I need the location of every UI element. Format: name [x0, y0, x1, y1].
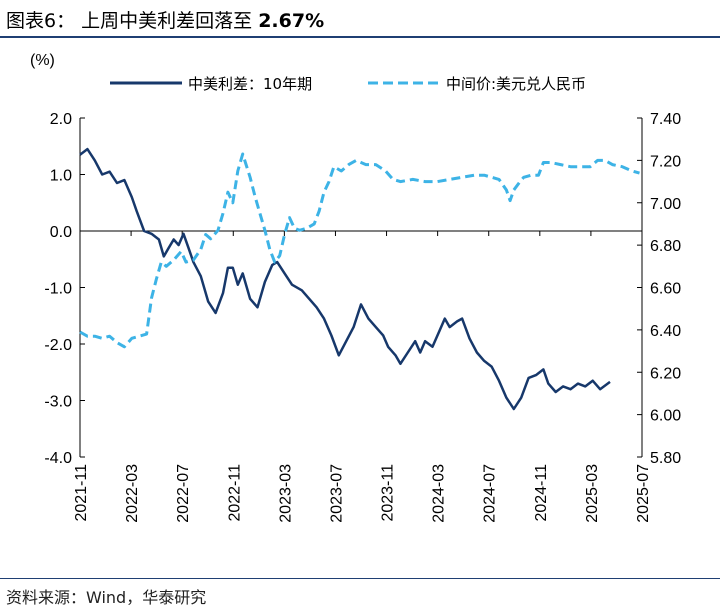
- right-tick-label: 7.00: [650, 196, 681, 213]
- legend-label-2: 中间价:美元兑人民币: [446, 75, 586, 93]
- series-line-2: [79, 152, 640, 349]
- x-tick-label: 2025-03: [584, 464, 601, 523]
- unit-label: (%): [30, 52, 55, 69]
- right-tick-label: 7.20: [650, 153, 681, 170]
- x-tick-label: 2023-11: [380, 464, 397, 522]
- axes: 2.0 1.0 0.0 -1.0 -2.0 -3.0 -4.0 7.40 7.20 7.00 6.8…: [44, 111, 681, 523]
- figure-title-main: 上周中美利差回落至: [81, 10, 253, 32]
- x-tick-label: 2024-03: [431, 464, 448, 523]
- left-tick-label: -3.0: [44, 394, 72, 411]
- left-tick-label: 0.0: [50, 224, 72, 241]
- x-tick-label: 2025-07: [635, 464, 652, 523]
- legend-label-1: 中美利差：10年期: [188, 75, 312, 93]
- right-tick-label: 6.80: [650, 238, 681, 255]
- right-tick-label: 6.00: [650, 408, 681, 425]
- right-tick-label: 5.80: [650, 450, 681, 467]
- source-note: 资料来源：Wind，华泰研究: [6, 588, 207, 607]
- x-tick-label: 2024-11: [533, 464, 550, 522]
- x-tick-label: 2022-03: [124, 464, 141, 523]
- x-tick-label: 2021-11: [73, 464, 90, 522]
- figure-title-value: 2.67%: [258, 10, 325, 32]
- x-tick-label: 2023-03: [277, 464, 294, 523]
- right-tick-label: 7.40: [650, 111, 681, 128]
- x-tick-label: 2022-07: [175, 464, 192, 523]
- series-line-1: [79, 147, 611, 411]
- right-tick-label: 6.60: [650, 281, 681, 298]
- left-tick-label: -2.0: [44, 337, 72, 354]
- right-tick-label: 6.40: [650, 323, 681, 340]
- footer-rule: [0, 578, 720, 579]
- left-tick-label: -1.0: [44, 281, 72, 298]
- figure-title: 图表6： 上周中美利差回落至 2.67%: [6, 6, 324, 33]
- figure-title-prefix: 图表6：: [6, 10, 76, 32]
- left-tick-label: 2.0: [50, 111, 72, 128]
- x-tick-label: 2023-07: [328, 464, 345, 523]
- legend: 中美利差：10年期 中间价:美元兑人民币: [110, 75, 586, 93]
- right-tick-label: 6.20: [650, 365, 681, 382]
- x-tick-label: 2024-07: [482, 464, 499, 523]
- left-tick-label: -4.0: [44, 450, 72, 467]
- series-layer: [79, 147, 640, 411]
- title-rule: [0, 36, 720, 38]
- left-tick-label: 1.0: [50, 168, 72, 185]
- x-tick-label: 2022-11: [226, 464, 243, 522]
